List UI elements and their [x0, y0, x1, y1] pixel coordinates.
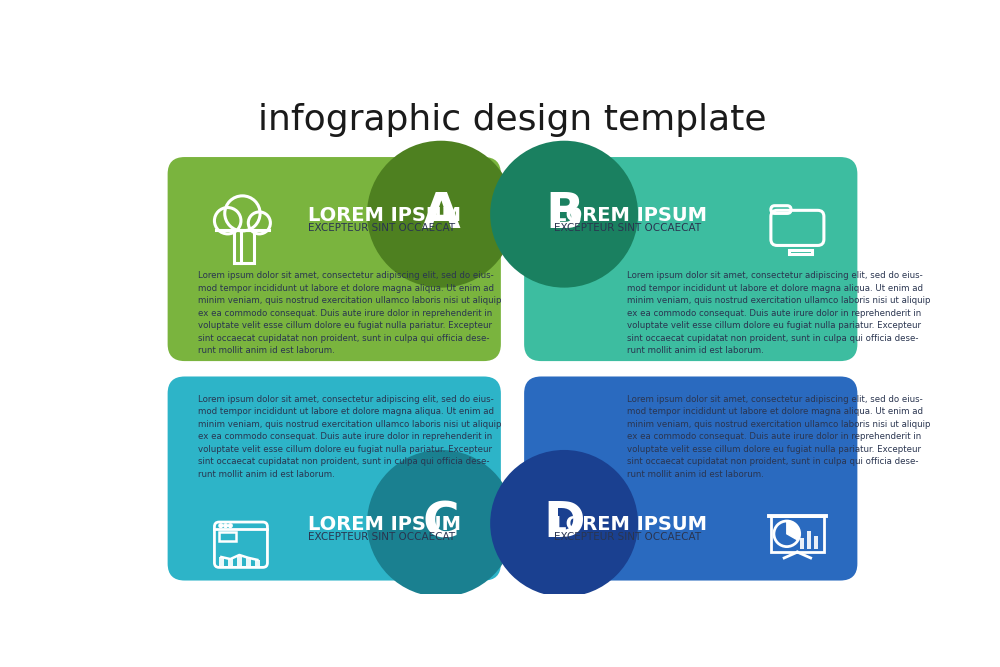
Text: Lorem ipsum dolor sit amet, consectetur adipiscing elit, sed do eius-
mod tempor: Lorem ipsum dolor sit amet, consectetur …: [198, 271, 501, 356]
Text: A: A: [422, 190, 460, 238]
Bar: [807, 532, 811, 549]
Circle shape: [367, 450, 515, 597]
Circle shape: [490, 141, 638, 287]
Text: EXCEPTEUR SINT OCCAECAT: EXCEPTEUR SINT OCCAECAT: [308, 223, 455, 233]
Text: LOREM IPSUM: LOREM IPSUM: [308, 206, 461, 225]
FancyBboxPatch shape: [168, 376, 501, 580]
Text: EXCEPTEUR SINT OCCAECAT: EXCEPTEUR SINT OCCAECAT: [308, 532, 455, 542]
Circle shape: [367, 141, 515, 287]
Circle shape: [490, 450, 638, 597]
Circle shape: [228, 524, 232, 528]
FancyBboxPatch shape: [524, 376, 857, 580]
Bar: [246, 558, 251, 566]
Circle shape: [224, 524, 227, 528]
Bar: [771, 516, 824, 552]
Text: B: B: [545, 190, 583, 238]
Bar: [234, 230, 254, 263]
Bar: [800, 538, 804, 549]
Wedge shape: [787, 521, 800, 540]
Text: Lorem ipsum dolor sit amet, consectetur adipiscing elit, sed do eius-
mod tempor: Lorem ipsum dolor sit amet, consectetur …: [627, 395, 931, 479]
Text: EXCEPTEUR SINT OCCAECAT: EXCEPTEUR SINT OCCAECAT: [554, 532, 701, 542]
Bar: [219, 557, 224, 566]
FancyBboxPatch shape: [524, 157, 857, 361]
Text: EXCEPTEUR SINT OCCAECAT: EXCEPTEUR SINT OCCAECAT: [554, 223, 701, 233]
Text: D: D: [543, 500, 585, 548]
Text: LOREM IPSUM: LOREM IPSUM: [308, 515, 461, 534]
Bar: [255, 560, 260, 566]
Bar: [228, 559, 233, 566]
Text: Lorem ipsum dolor sit amet, consectetur adipiscing elit, sed do eius-
mod tempor: Lorem ipsum dolor sit amet, consectetur …: [627, 271, 931, 356]
Bar: [814, 536, 818, 549]
Text: Lorem ipsum dolor sit amet, consectetur adipiscing elit, sed do eius-
mod tempor: Lorem ipsum dolor sit amet, consectetur …: [198, 395, 501, 479]
Bar: [789, 249, 812, 254]
Text: LOREM IPSUM: LOREM IPSUM: [554, 206, 707, 225]
FancyBboxPatch shape: [168, 157, 501, 361]
Bar: [237, 555, 242, 566]
Bar: [219, 532, 236, 541]
Text: infographic design template: infographic design template: [258, 103, 767, 137]
Text: C: C: [423, 500, 459, 548]
Circle shape: [219, 524, 223, 528]
Text: LOREM IPSUM: LOREM IPSUM: [554, 515, 707, 534]
